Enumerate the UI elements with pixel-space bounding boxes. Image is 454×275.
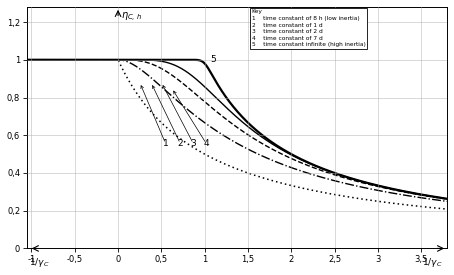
Text: Key
1    time constant of 8 h (low inertia)
2    time constant of 1 d
3    time : Key 1 time constant of 8 h (low inertia)… xyxy=(252,9,365,47)
Text: $1/\gamma_C$: $1/\gamma_C$ xyxy=(29,256,49,269)
Text: 2: 2 xyxy=(178,139,183,148)
Text: 5: 5 xyxy=(210,56,216,65)
Text: $\eta_{C,\,h}$: $\eta_{C,\,h}$ xyxy=(121,11,142,24)
Text: 4: 4 xyxy=(203,139,209,148)
Text: $1/\gamma_C$: $1/\gamma_C$ xyxy=(422,256,443,269)
Text: 1: 1 xyxy=(163,139,168,148)
Text: 3: 3 xyxy=(191,139,196,148)
